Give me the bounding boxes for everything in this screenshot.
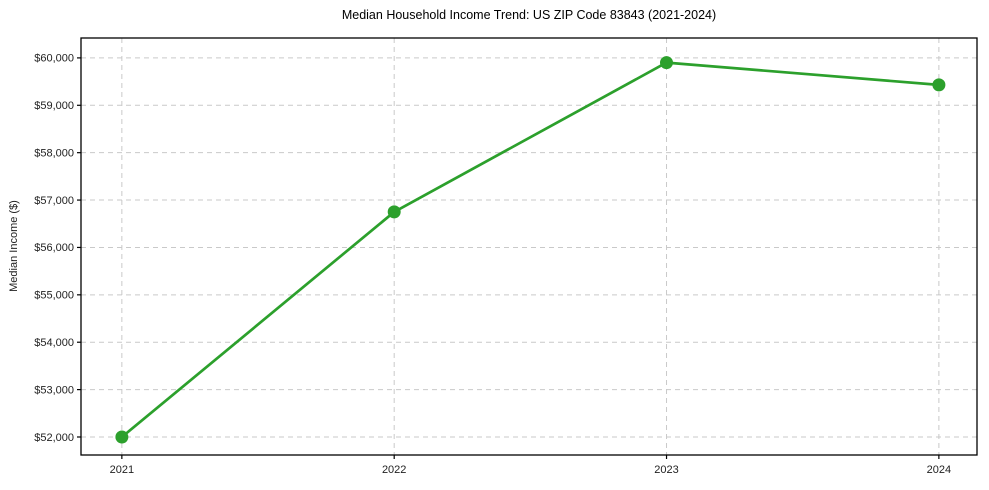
y-tick-label: $53,000 bbox=[34, 384, 74, 396]
x-tick-label: 2024 bbox=[927, 464, 951, 476]
x-tick-label: 2021 bbox=[110, 464, 134, 476]
y-tick-label: $58,000 bbox=[34, 147, 74, 159]
data-point-2022 bbox=[387, 205, 401, 219]
plot-border bbox=[80, 37, 978, 456]
y-tick-label: $60,000 bbox=[34, 53, 74, 65]
data-point-2023 bbox=[660, 56, 673, 70]
data-point-2021 bbox=[115, 430, 129, 444]
x-tick-label: 2022 bbox=[382, 464, 406, 476]
y-tick-label: $56,000 bbox=[34, 242, 74, 254]
y-tick-label: $59,000 bbox=[34, 100, 74, 112]
y-tick-label: $55,000 bbox=[34, 290, 74, 302]
data-point-2024 bbox=[932, 78, 946, 92]
y-tick-label: $52,000 bbox=[34, 432, 74, 444]
y-tick-label: $57,000 bbox=[34, 195, 74, 207]
trend-line bbox=[120, 61, 941, 439]
y-tick-label: $54,000 bbox=[34, 337, 74, 349]
chart-title: Median Household Income Trend: US ZIP Co… bbox=[341, 8, 717, 22]
x-tick-label: 2023 bbox=[654, 464, 678, 476]
